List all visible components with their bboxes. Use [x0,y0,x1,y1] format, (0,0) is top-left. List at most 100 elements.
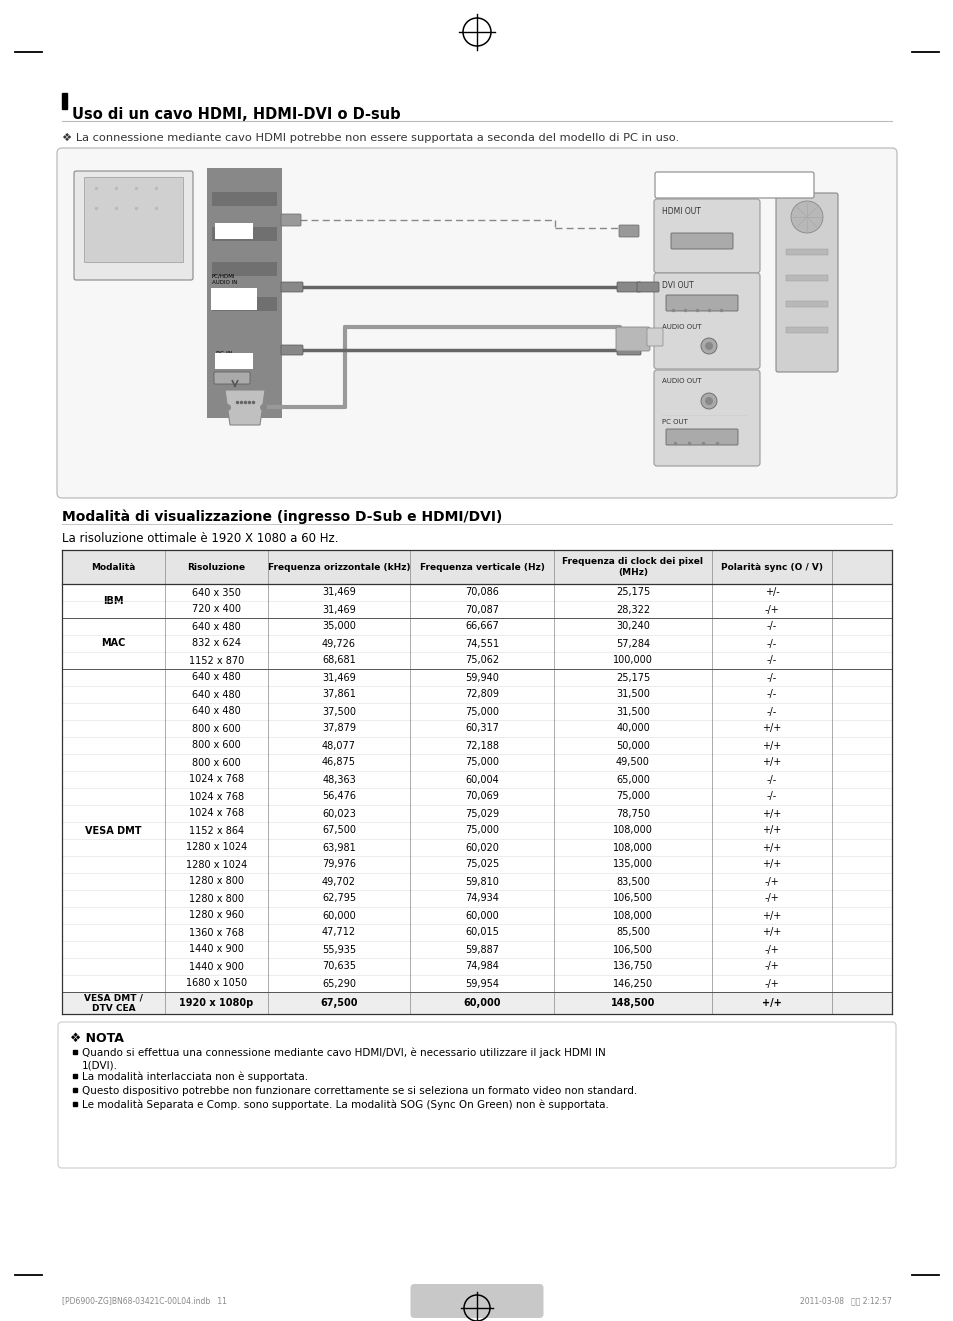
Text: 108,000: 108,000 [613,826,652,835]
Text: 59,887: 59,887 [464,945,498,955]
Circle shape [704,398,712,406]
Text: +/+: +/+ [761,843,781,852]
Text: -/+: -/+ [763,605,779,614]
Text: MAC: MAC [101,638,126,649]
Text: +/-: +/- [763,588,779,597]
FancyBboxPatch shape [670,232,732,248]
Text: Italiano - 11: Italiano - 11 [435,1292,518,1305]
Text: 75,062: 75,062 [464,655,498,666]
Circle shape [700,394,717,410]
Text: 640 x 350: 640 x 350 [192,588,241,597]
Text: 67,500: 67,500 [320,997,357,1008]
Text: 800 x 600: 800 x 600 [192,757,240,768]
Text: 1280 x 1024: 1280 x 1024 [186,860,247,869]
Bar [212,297,276,310]
Text: ❖ La connessione mediante cavo HDMI potrebbe non essere supportata a seconda del: ❖ La connessione mediante cavo HDMI potr… [62,133,679,143]
Text: +/+: +/+ [761,997,781,1008]
Text: +/+: +/+ [761,910,781,921]
Text: 30,240: 30,240 [616,621,649,631]
FancyBboxPatch shape [654,273,760,369]
Text: Modalità di visualizzazione (ingresso D-Sub e HDMI/DVI): Modalità di visualizzazione (ingresso D-… [62,510,502,524]
Text: 57,284: 57,284 [616,638,649,649]
Text: 59,954: 59,954 [464,979,498,988]
Bar [785,248,827,255]
Text: 1152 x 870: 1152 x 870 [189,655,244,666]
Bar [785,275,827,281]
Text: PC IN: PC IN [215,351,233,355]
Text: 108,000: 108,000 [613,910,652,921]
Text: Frequenza verticale (Hz): Frequenza verticale (Hz) [419,563,544,572]
Text: DVI OUT: DVI OUT [661,281,693,291]
Text: 35,000: 35,000 [322,621,355,631]
FancyBboxPatch shape [665,429,738,445]
Text: -/-: -/- [766,690,777,700]
Text: 65,000: 65,000 [616,774,649,785]
Text: -/+: -/+ [763,893,779,904]
Text: PC/HDMI
AUDIO IN: PC/HDMI AUDIO IN [212,273,237,285]
FancyBboxPatch shape [637,281,659,292]
Text: -/-: -/- [766,655,777,666]
Text: -/+: -/+ [763,945,779,955]
Text: 83,500: 83,500 [616,877,649,886]
FancyBboxPatch shape [410,1284,543,1318]
FancyBboxPatch shape [57,148,896,498]
Text: 1360 x 768: 1360 x 768 [189,927,244,938]
Text: Risoluzione: Risoluzione [187,563,245,572]
Bar [84,177,183,262]
Text: 59,940: 59,940 [464,672,498,683]
Text: 49,500: 49,500 [616,757,649,768]
FancyBboxPatch shape [617,345,640,355]
FancyBboxPatch shape [281,214,301,226]
Text: +/+: +/+ [761,927,781,938]
Bar [212,262,276,276]
Text: 1152 x 864: 1152 x 864 [189,826,244,835]
Text: 640 x 480: 640 x 480 [192,690,240,700]
Text: 74,934: 74,934 [464,893,498,904]
Text: 75,000: 75,000 [464,707,498,716]
Text: 60,023: 60,023 [322,808,355,819]
Text: Le modalità Separata e Comp. sono supportate. La modalità SOG (Sync On Green) no: Le modalità Separata e Comp. sono suppor… [82,1100,608,1111]
Bar [785,301,827,306]
Text: 31,469: 31,469 [322,605,355,614]
Text: 800 x 600: 800 x 600 [192,724,240,733]
Text: 1680 x 1050: 1680 x 1050 [186,979,247,988]
Text: 1440 x 900: 1440 x 900 [189,945,244,955]
Text: 50,000: 50,000 [616,741,649,750]
Text: VESA DMT /
DTV CEA: VESA DMT / DTV CEA [84,993,143,1013]
Text: 74,551: 74,551 [464,638,498,649]
Circle shape [700,338,717,354]
Text: 70,086: 70,086 [464,588,498,597]
Text: 75,029: 75,029 [464,808,498,819]
Text: 25,175: 25,175 [616,588,649,597]
Text: 75,025: 75,025 [464,860,498,869]
Text: 1280 x 800: 1280 x 800 [189,877,244,886]
Text: 106,500: 106,500 [613,945,652,955]
Text: 60,317: 60,317 [464,724,498,733]
Text: 48,077: 48,077 [322,741,355,750]
FancyBboxPatch shape [655,172,813,198]
Text: Frequenza orizzontale (kHz): Frequenza orizzontale (kHz) [268,563,410,572]
Text: 146,250: 146,250 [612,979,653,988]
Text: -/+: -/+ [763,877,779,886]
Text: 60,000: 60,000 [463,997,500,1008]
FancyBboxPatch shape [665,295,738,310]
Text: -/-: -/- [766,672,777,683]
Text: 56,476: 56,476 [322,791,355,802]
Text: 1440 x 900: 1440 x 900 [189,962,244,971]
Text: 74,984: 74,984 [464,962,498,971]
Text: ❖ NOTA: ❖ NOTA [70,1032,124,1045]
Bar [214,223,253,239]
Bar [62,550,891,1015]
Text: 640 x 480: 640 x 480 [192,672,240,683]
Text: Frequenza di clock dei pixel
(MHz): Frequenza di clock dei pixel (MHz) [562,557,702,577]
Text: 59,810: 59,810 [464,877,498,886]
Bar [62,992,891,1015]
Text: 31,469: 31,469 [322,672,355,683]
Text: +/+: +/+ [761,724,781,733]
Text: IBM: IBM [103,596,124,606]
Text: AUDIO OUT: AUDIO OUT [661,324,700,330]
Text: 106,500: 106,500 [613,893,652,904]
Text: 70,069: 70,069 [464,791,498,802]
Text: [PD6900-ZG]BN68-03421C-00L04.indb   11: [PD6900-ZG]BN68-03421C-00L04.indb 11 [62,1296,227,1305]
Text: Modalità: Modalità [91,563,135,572]
